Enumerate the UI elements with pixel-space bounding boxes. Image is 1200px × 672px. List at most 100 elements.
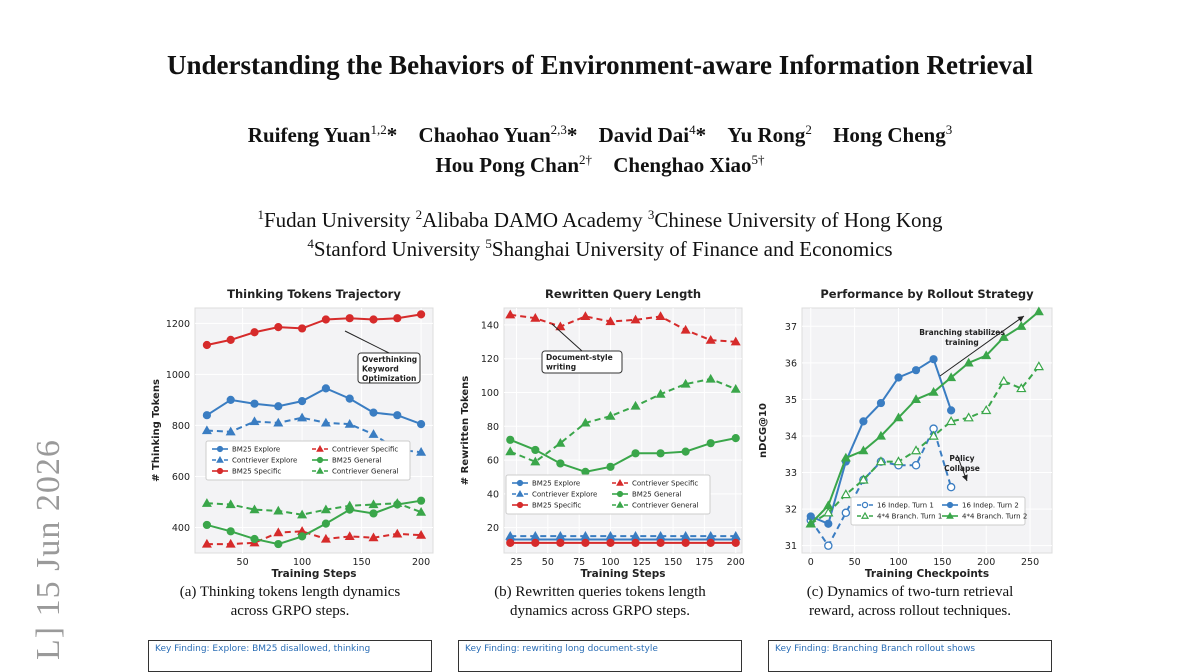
- plot-area: [503, 307, 743, 554]
- author: Ruifeng Yuan1,2*: [247, 122, 398, 147]
- annotation-text: Policy: [949, 454, 974, 463]
- data-point: [316, 456, 324, 464]
- data-point: [298, 397, 307, 406]
- data-point: [680, 378, 691, 388]
- x-tick-label: 250: [1021, 557, 1039, 568]
- legend-item: 4*4 Branch. Turn 1: [857, 511, 942, 521]
- data-point: [963, 357, 974, 367]
- author-list-line-1: Ruifeng Yuan1,2* Chaohao Yuan2,3* David …: [0, 122, 1200, 148]
- data-point: [947, 406, 956, 415]
- data-point: [946, 372, 957, 382]
- data-point: [998, 332, 1009, 341]
- series-group: [505, 309, 741, 547]
- annotation-text: writing: [546, 363, 576, 372]
- annotation-text: Optimization: [362, 374, 416, 383]
- y-tick-label: 31: [785, 541, 797, 552]
- annotation-text: Keyword: [362, 365, 399, 374]
- y-tick-label: 1000: [166, 370, 190, 381]
- y-tick-label: 800: [172, 421, 190, 432]
- data-point: [225, 538, 236, 548]
- y-tick-label: 1200: [166, 319, 190, 330]
- data-point: [1033, 361, 1045, 371]
- author-list-line-2: Hou Pong Chan2† Chenghao Xiao5†: [0, 152, 1200, 178]
- data-point: [945, 416, 957, 426]
- legend-item: BM25 Specific: [512, 502, 581, 510]
- legend-label: Contriever General: [332, 468, 399, 476]
- figure-b: Rewritten Query Length 20 40 60 80 100 120 140 2…: [452, 283, 752, 580]
- data-point: [250, 534, 259, 544]
- x-tick-label: 100: [889, 557, 907, 568]
- data-point: [320, 504, 331, 514]
- legend: BM25 Explore Contriever Explore BM25 Speci…: [505, 474, 711, 515]
- legend-frame: [505, 474, 711, 515]
- author: Chaohao Yuan2,3*: [418, 122, 578, 147]
- author: Hou Pong Chan2†: [435, 152, 592, 177]
- annotation-arrow: [344, 330, 390, 354]
- legend-item: Contriever General: [312, 467, 399, 476]
- data-point: [581, 538, 590, 547]
- data-point: [369, 509, 378, 518]
- data-point: [555, 438, 566, 447]
- data-point: [202, 340, 212, 350]
- series-bm25-general: [506, 434, 740, 476]
- data-point: [875, 456, 887, 466]
- annotation-arrow: [551, 323, 583, 352]
- plot-area: [194, 307, 434, 554]
- x-tick-label: 200: [977, 557, 995, 568]
- author: David Dai4*: [598, 122, 707, 147]
- x-tick-label: 100: [293, 557, 311, 568]
- data-point: [345, 314, 354, 323]
- data-point: [531, 538, 540, 547]
- y-tick-label: 120: [481, 354, 499, 365]
- figure-a: Thinking Tokens Trajectory 400 600 800 1000 1…: [140, 283, 440, 580]
- data-point: [556, 538, 565, 547]
- y-tick-label: 34: [785, 431, 797, 442]
- data-point: [630, 314, 641, 324]
- y-tick-label: 37: [785, 322, 797, 333]
- data-point: [416, 529, 427, 539]
- data-point: [998, 375, 1009, 385]
- legend-label: 16 Indep. Turn 1: [877, 502, 934, 510]
- legend-label: 16 Indep. Turn 2: [962, 502, 1019, 510]
- x-tick-label: 175: [695, 557, 713, 568]
- chart-title: Performance by Rollout Strategy: [820, 287, 1034, 301]
- data-point: [274, 323, 283, 332]
- x-tick-label: 75: [573, 557, 585, 568]
- legend-item: BM25 General: [312, 457, 382, 465]
- data-point: [516, 501, 524, 509]
- data-point: [580, 311, 591, 321]
- data-point: [274, 539, 283, 549]
- data-point: [344, 418, 355, 428]
- y-tick-label: 20: [487, 523, 499, 534]
- data-point: [731, 434, 740, 443]
- data-point: [417, 420, 426, 429]
- data-point: [981, 405, 992, 415]
- chart-thinking-tokens: Thinking Tokens Trajectory 400 600 800 1000 1…: [151, 287, 434, 580]
- data-point: [392, 498, 403, 507]
- y-axis-label: # Rewritten Tokens: [460, 376, 471, 486]
- legend-item: 4*4 Branch. Turn 2: [942, 512, 1027, 521]
- data-point: [606, 462, 615, 471]
- annotation-text: Overthinking: [362, 355, 417, 364]
- data-point: [516, 490, 524, 497]
- legend-item: Contriever Specific: [612, 479, 698, 488]
- legend-frame: [850, 496, 1026, 526]
- series-line: [206, 416, 422, 454]
- data-point: [368, 499, 379, 509]
- data-point: [505, 309, 516, 319]
- data-point: [249, 416, 260, 426]
- data-point: [730, 336, 741, 346]
- data-point: [840, 452, 851, 462]
- data-point: [274, 402, 283, 411]
- x-tick-label: 200: [727, 557, 745, 568]
- data-point: [369, 315, 378, 324]
- data-point: [860, 511, 870, 519]
- data-point: [876, 398, 886, 408]
- y-tick-label: 60: [487, 456, 499, 467]
- data-point: [555, 321, 566, 331]
- data-point: [858, 445, 869, 455]
- series-line: [810, 365, 1040, 525]
- data-point: [392, 528, 403, 538]
- series-group: [805, 306, 1045, 550]
